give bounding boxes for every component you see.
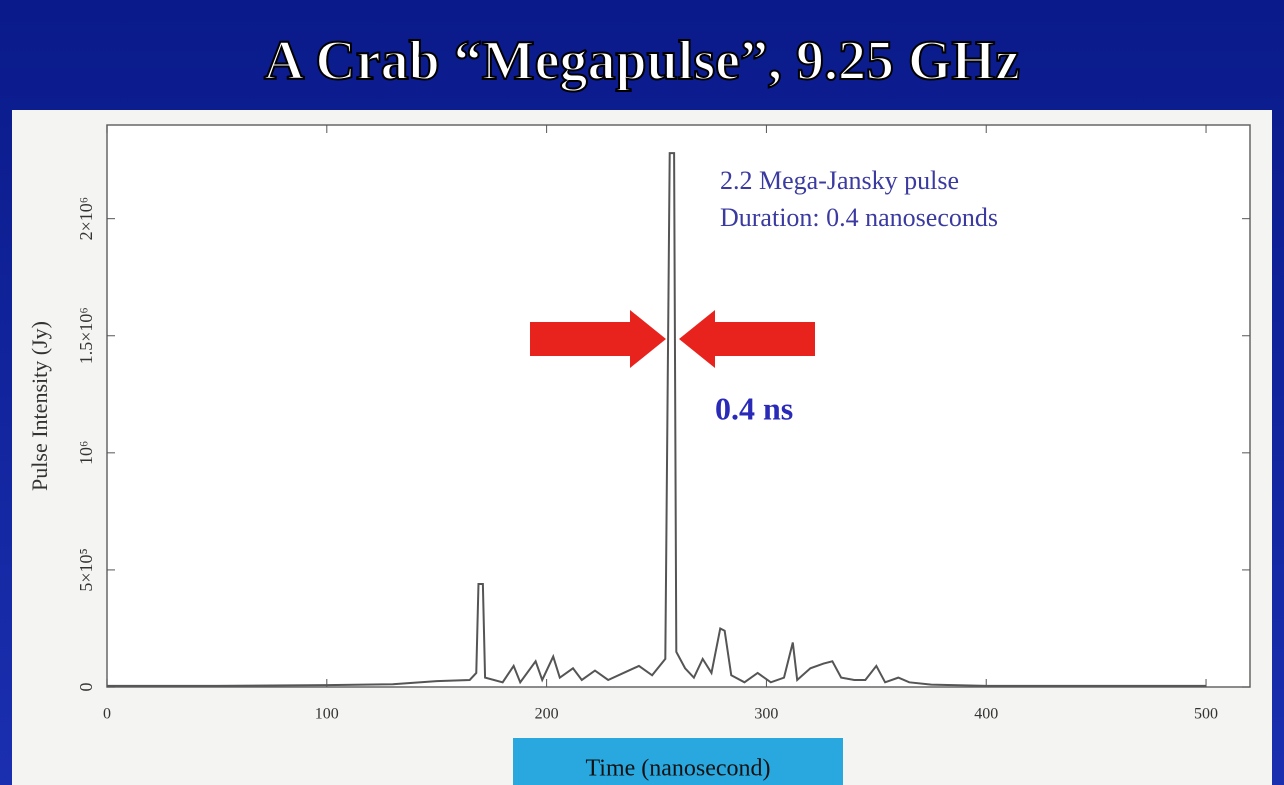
y-tick-label: 1.5×10⁶ <box>76 307 96 364</box>
arrow-left <box>679 310 815 368</box>
x-label-box <box>513 738 843 785</box>
y-tick-label: 2×10⁶ <box>76 197 96 240</box>
annotation: Duration: 0.4 nanoseconds <box>720 203 998 232</box>
plot-area <box>106 124 1251 688</box>
x-tick-label: 200 <box>535 706 559 723</box>
y-tick-label: 10⁶ <box>76 441 96 465</box>
y-tick-label: 5×10⁵ <box>76 548 96 591</box>
x-tick-label: 300 <box>754 706 778 723</box>
x-axis-label: Time (nanosecond) <box>585 756 770 782</box>
x-tick-label: 500 <box>1194 706 1218 723</box>
annotation: 2.2 Mega-Jansky pulse <box>720 166 959 195</box>
x-tick-label: 100 <box>315 706 339 723</box>
arrow-right <box>530 310 666 368</box>
series-line <box>107 152 1207 687</box>
slide-title: A Crab “Megapulse”, 9.25 GHz <box>264 30 1020 92</box>
x-tick-label: 400 <box>974 706 998 723</box>
annotation: 0.4 ns <box>715 390 793 426</box>
y-axis-label: Pulse Intensity (Jy) <box>27 321 52 491</box>
y-tick-label: 0 <box>76 683 96 692</box>
x-tick-label: 0 <box>103 706 111 723</box>
